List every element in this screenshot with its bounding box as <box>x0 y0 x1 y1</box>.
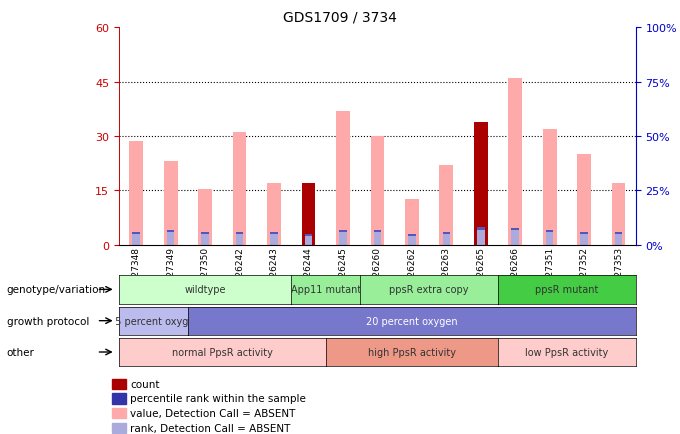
Bar <box>339 233 347 245</box>
Text: ppsR mutant: ppsR mutant <box>535 285 598 295</box>
Bar <box>167 231 175 245</box>
Text: genotype/variation: genotype/variation <box>7 285 106 295</box>
Text: 0.5 percent oxygen: 0.5 percent oxygen <box>106 316 201 326</box>
Bar <box>336 112 350 245</box>
Text: count: count <box>131 379 160 389</box>
Bar <box>408 234 415 245</box>
Text: ppsR extra copy: ppsR extra copy <box>390 285 469 295</box>
Bar <box>615 234 622 245</box>
Bar <box>612 184 626 245</box>
Bar <box>546 233 554 245</box>
Text: value, Detection Call = ABSENT: value, Detection Call = ABSENT <box>131 408 296 418</box>
Text: GDS1709 / 3734: GDS1709 / 3734 <box>283 11 397 25</box>
Bar <box>373 233 381 245</box>
Text: rank, Detection Call = ABSENT: rank, Detection Call = ABSENT <box>131 423 290 433</box>
Bar <box>199 189 212 245</box>
Bar <box>543 129 556 245</box>
Text: other: other <box>7 347 35 357</box>
Bar <box>267 184 281 245</box>
Bar <box>443 234 450 245</box>
Bar <box>164 162 177 245</box>
Bar <box>439 166 453 245</box>
Bar <box>270 234 278 245</box>
Text: 20 percent oxygen: 20 percent oxygen <box>366 316 458 326</box>
Bar <box>511 231 519 245</box>
Bar <box>302 184 316 245</box>
Bar <box>615 233 622 245</box>
Bar <box>302 227 316 245</box>
Bar <box>577 155 591 245</box>
Bar <box>236 233 243 245</box>
Text: percentile rank within the sample: percentile rank within the sample <box>131 394 306 404</box>
Bar <box>129 142 143 245</box>
Bar <box>477 227 485 245</box>
Bar <box>509 79 522 245</box>
Bar <box>511 229 519 245</box>
Bar <box>112 379 126 389</box>
Bar <box>305 234 312 245</box>
Bar <box>408 236 415 245</box>
Bar <box>133 234 140 245</box>
Text: App11 mutant: App11 mutant <box>290 285 361 295</box>
Bar <box>201 234 209 245</box>
Bar <box>201 233 209 245</box>
Bar <box>580 234 588 245</box>
Bar <box>371 137 384 245</box>
Text: low PpsR activity: low PpsR activity <box>525 347 609 357</box>
Bar <box>443 233 450 245</box>
Bar <box>580 233 588 245</box>
Bar <box>546 231 554 245</box>
Text: normal PpsR activity: normal PpsR activity <box>172 347 273 357</box>
Text: growth protocol: growth protocol <box>7 316 89 326</box>
Text: high PpsR activity: high PpsR activity <box>368 347 456 357</box>
Bar <box>474 227 488 245</box>
Bar <box>112 423 126 433</box>
Bar <box>167 233 175 245</box>
Bar <box>339 231 347 245</box>
Text: wildtype: wildtype <box>184 285 226 295</box>
Bar <box>236 234 243 245</box>
Bar <box>112 408 126 418</box>
Bar <box>270 233 278 245</box>
Bar <box>477 231 485 245</box>
Bar <box>474 122 488 245</box>
Bar <box>373 231 381 245</box>
Bar <box>305 236 312 245</box>
Bar <box>405 200 419 245</box>
Bar <box>112 394 126 404</box>
Bar <box>133 233 140 245</box>
Bar <box>233 133 246 245</box>
